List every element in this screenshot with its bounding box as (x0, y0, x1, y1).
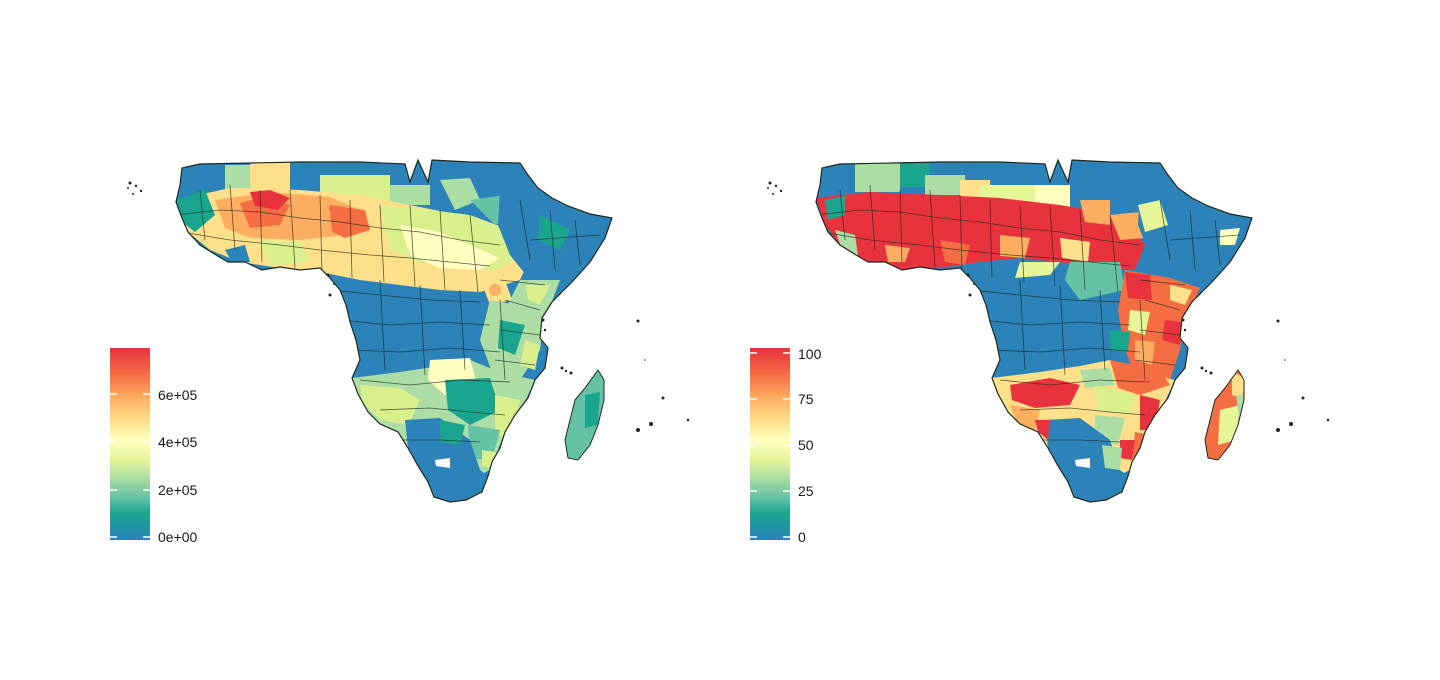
left-tick-label-2: 4e+05 (158, 434, 198, 450)
left-colorbar (110, 348, 150, 540)
right-map-panel: 0 25 50 75 100 (640, 0, 1360, 680)
left-tick-label-1: 2e+05 (158, 482, 198, 498)
left-choropleth-map (127, 159, 690, 503)
right-tick-label-1: 25 (798, 483, 814, 499)
right-choropleth-map (767, 159, 1330, 503)
right-tick-label-4: 100 (798, 346, 822, 362)
right-tick-label-3: 75 (798, 391, 814, 407)
right-tick-label-2: 50 (798, 437, 814, 453)
right-tick-label-0: 0 (798, 529, 806, 545)
left-tick-label-0: 0e+00 (158, 529, 198, 545)
left-tick-label-3: 6e+05 (158, 387, 198, 403)
left-map-panel: 0e+00 2e+05 4e+05 6e+05 (110, 159, 690, 545)
